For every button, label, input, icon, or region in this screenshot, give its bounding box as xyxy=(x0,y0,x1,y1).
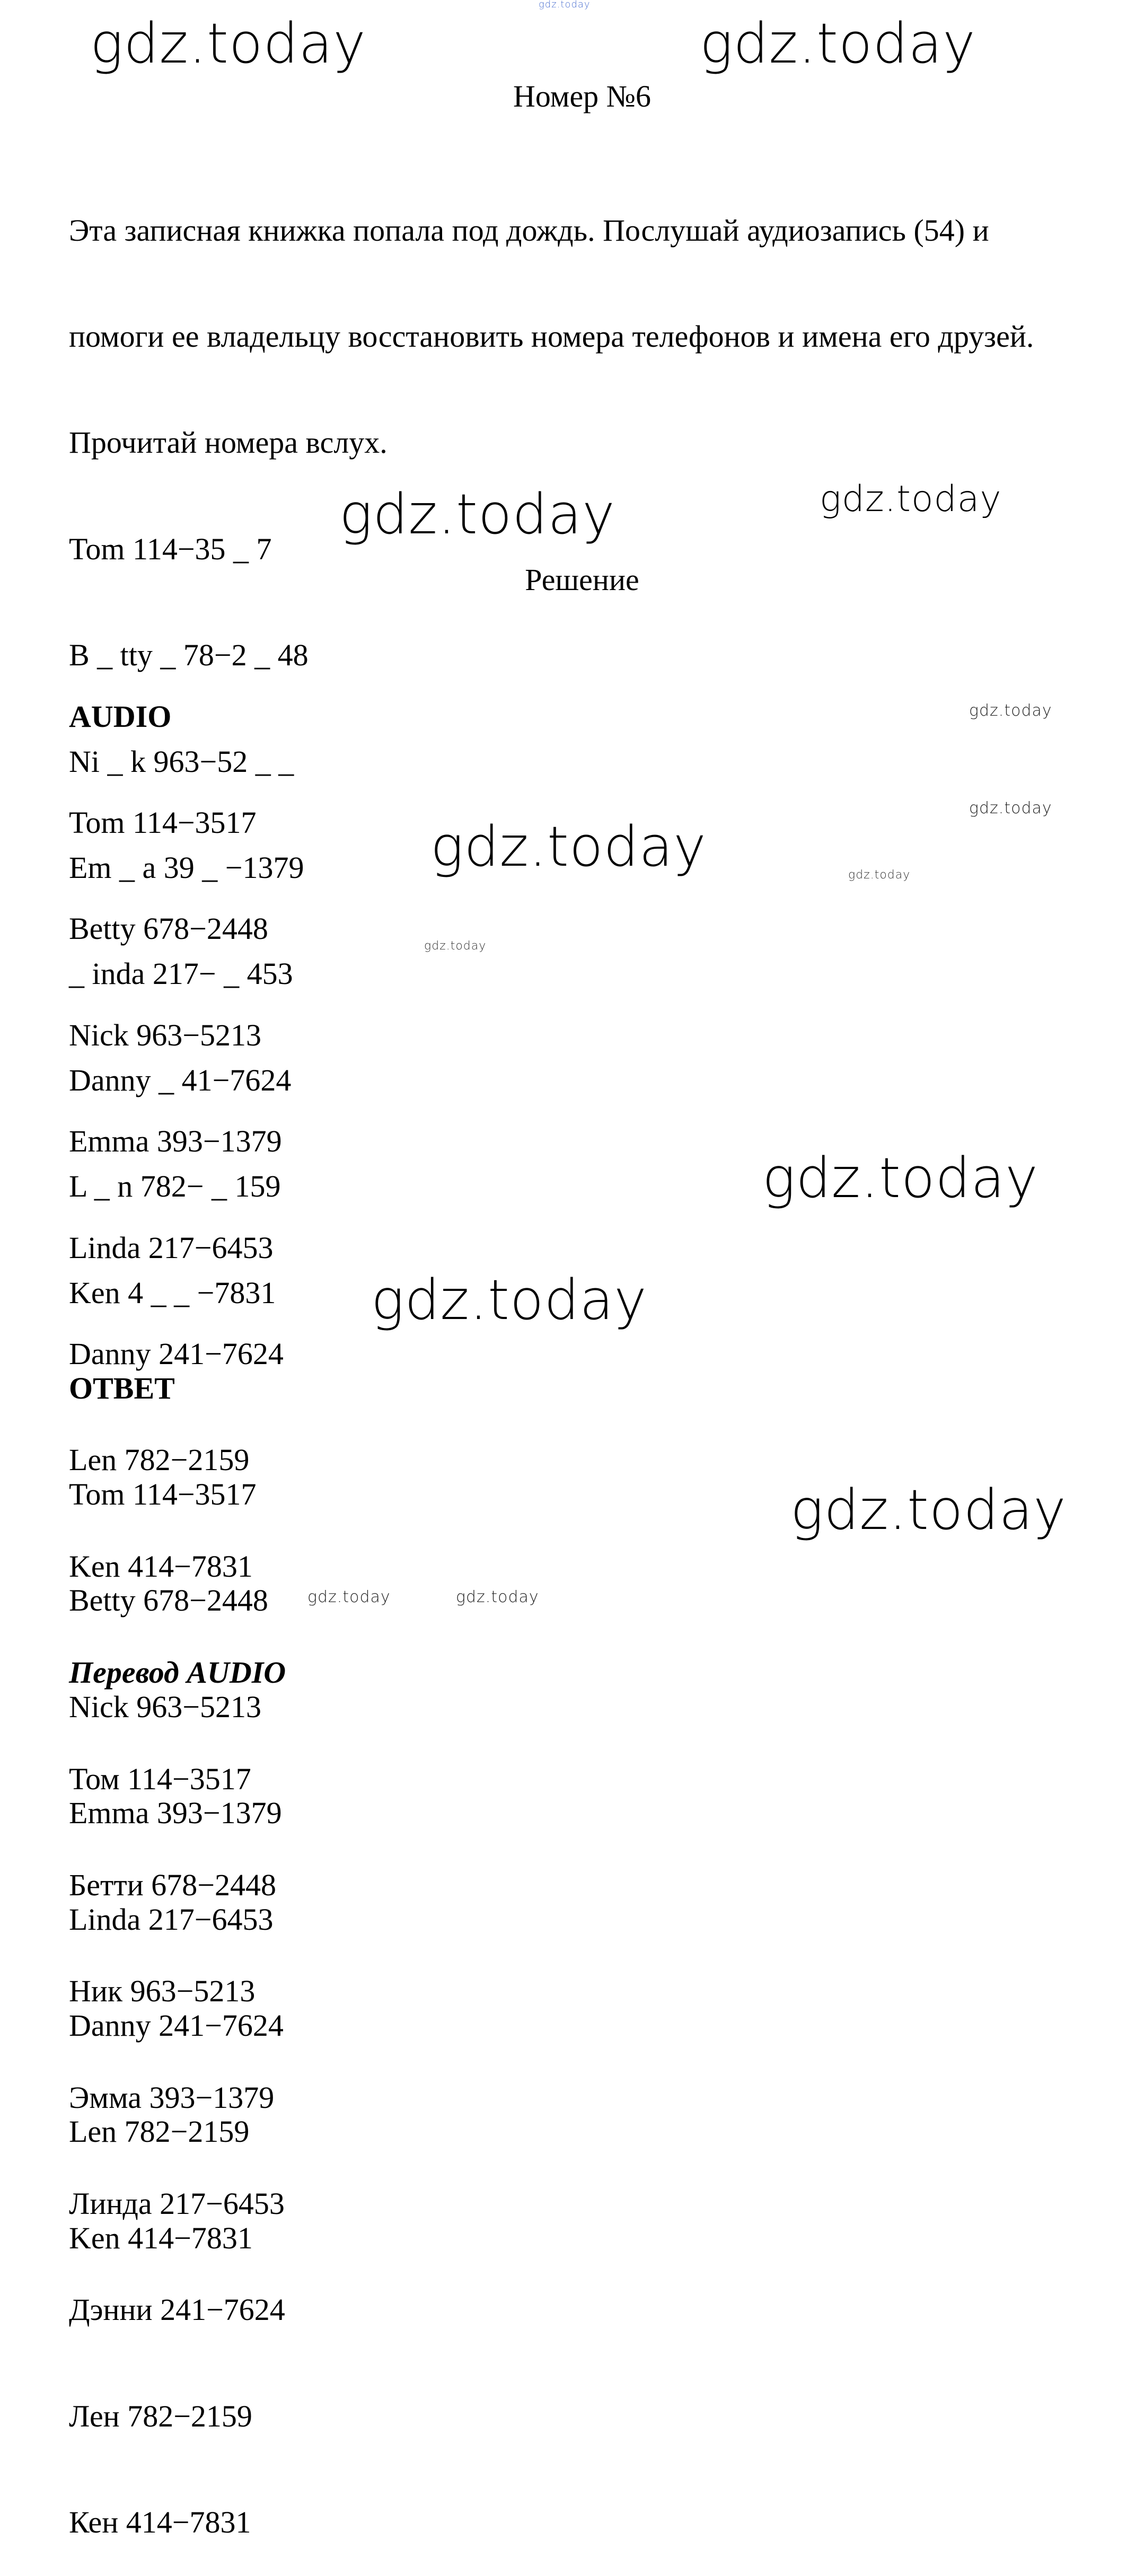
audio-line: Danny 241−7624 xyxy=(69,1336,284,1371)
translation-line: Кен 414−7831 xyxy=(69,2505,251,2540)
entry: L _ n 782− _ 159 xyxy=(69,1169,281,1204)
task-text: Эта записная книжка попала под дождь. По… xyxy=(69,142,1034,1346)
answer-line: Danny 241−7624 xyxy=(69,2008,284,2043)
answer-heading: ОТВЕТ xyxy=(69,1370,175,1405)
audio-line: Ken 414−7831 xyxy=(69,1549,253,1584)
audio-heading: AUDIO xyxy=(69,699,172,734)
watermark: gdz.today xyxy=(700,11,976,76)
answer-line: Emma 393−1379 xyxy=(69,1796,282,1831)
answer-line: Len 782−2159 xyxy=(69,2114,250,2149)
watermark: gdz.today xyxy=(969,701,1052,720)
watermark: gdz.today xyxy=(762,1146,1038,1210)
answer-line: Linda 217−6453 xyxy=(69,1902,274,1937)
watermark: gdz.today xyxy=(539,0,591,10)
translation-line: Дэнни 241−7624 xyxy=(69,2292,285,2327)
instruction-line: Эта записная книжка попала под дождь. По… xyxy=(69,213,989,248)
watermark: gdz.today xyxy=(820,478,1002,520)
watermark: gdz.today xyxy=(371,1268,647,1332)
watermark: gdz.today xyxy=(790,1478,1067,1542)
watermark: gdz.today xyxy=(456,1588,539,1606)
instruction-line: помоги ее владельцу восстановить номера … xyxy=(69,319,1034,354)
audio-line: Emma 393−1379 xyxy=(69,1124,282,1159)
instruction-line: Прочитай номера вслух. xyxy=(69,425,388,460)
audio-line: Nick 963−5213 xyxy=(69,1017,261,1052)
translation-line: Лен 782−2159 xyxy=(69,2398,252,2433)
answer-line: Ken 414−7831 xyxy=(69,2220,253,2255)
answer-line: Tom 114−3517 xyxy=(69,1476,257,1511)
entry: _ inda 217− _ 453 xyxy=(69,956,293,991)
translation-heading: Перевод AUDIO xyxy=(69,1655,286,1690)
audio-line: Betty 678−2448 xyxy=(69,911,268,946)
solution-heading: Решение xyxy=(525,562,639,597)
watermark: gdz.today xyxy=(430,814,707,879)
answer-line: Betty 678−2448 xyxy=(69,1583,268,1618)
entry: Danny _ 41−7624 xyxy=(69,1062,292,1097)
watermark: gdz.today xyxy=(339,482,615,547)
audio-line: Linda 217−6453 xyxy=(69,1230,274,1265)
entry: Tom 114−35 _ 7 xyxy=(69,531,272,566)
entry: B _ tty _ 78−2 _ 48 xyxy=(69,638,309,673)
audio-line: Tom 114−3517 xyxy=(69,805,257,840)
audio-line: Len 782−2159 xyxy=(69,1443,250,1478)
watermark: gdz.today xyxy=(424,939,487,953)
watermark: gdz.today xyxy=(848,868,911,882)
entry: Ken 4 _ _ −7831 xyxy=(69,1275,276,1310)
answer-section: ОТВЕТ Tom 114−3517 Betty 678−2448 Nick 9… xyxy=(69,1300,284,2291)
watermark: gdz.today xyxy=(307,1588,391,1606)
answer-line: Nick 963−5213 xyxy=(69,1689,261,1724)
entry: Ni _ k 963−52 _ _ xyxy=(69,744,294,779)
watermark: gdz.today xyxy=(969,799,1052,817)
task-title: Номер №6 xyxy=(513,79,651,113)
entry: Em _ a 39 _ −1379 xyxy=(69,850,304,885)
watermark: gdz.today xyxy=(90,11,366,76)
